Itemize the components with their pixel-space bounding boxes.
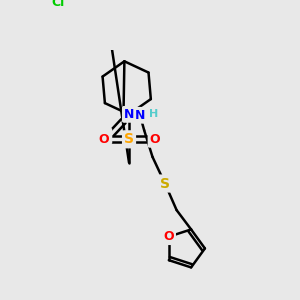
Text: O: O — [149, 133, 160, 146]
Text: H: H — [149, 109, 158, 118]
Text: S: S — [160, 176, 170, 190]
Text: O: O — [164, 230, 174, 243]
Text: S: S — [124, 132, 134, 146]
Text: N: N — [135, 109, 145, 122]
Text: O: O — [98, 133, 109, 146]
Text: N: N — [124, 108, 134, 121]
Text: Cl: Cl — [52, 0, 65, 10]
Text: O: O — [100, 130, 110, 142]
